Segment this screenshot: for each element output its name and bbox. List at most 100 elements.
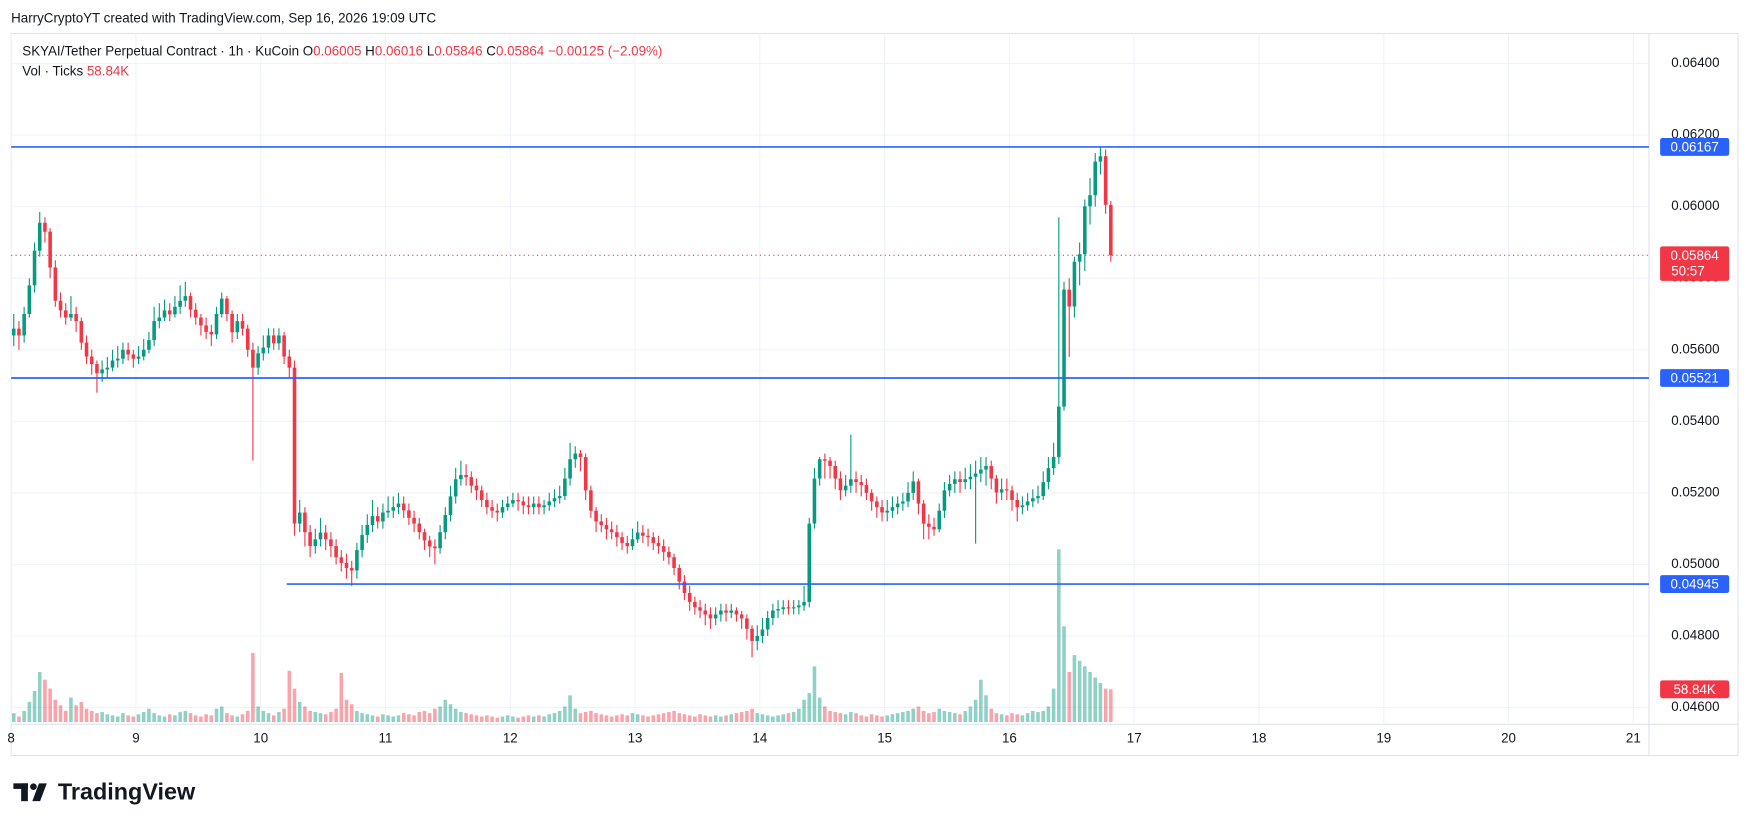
x-tick-label: 12 [503, 730, 518, 745]
candle-body [916, 481, 921, 504]
tradingview-logo: TradingView [13, 779, 196, 805]
candle-body [391, 507, 396, 511]
volume-bar [880, 716, 884, 723]
candle-body [17, 328, 21, 336]
candle-body [719, 610, 723, 615]
candle-body [620, 537, 624, 543]
candle-body [651, 537, 656, 543]
candle-body [875, 501, 879, 508]
candle-body [760, 629, 765, 636]
candle-body [552, 498, 557, 502]
candle-body [157, 317, 162, 322]
volume-bar [1015, 714, 1020, 723]
candle-body [531, 503, 536, 508]
volume-bar [1083, 666, 1087, 723]
candle-body [412, 517, 416, 524]
candle-body [422, 532, 427, 541]
candle-body [1057, 406, 1061, 458]
candle-body [251, 349, 255, 368]
candle-body [318, 532, 323, 540]
volume-bar [204, 714, 208, 723]
volume-bar [407, 714, 411, 723]
candle-body [537, 503, 541, 508]
candle-body [417, 523, 422, 533]
x-tick-label: 9 [132, 730, 139, 745]
volume-bar [1036, 712, 1040, 723]
x-tick-label: 16 [1002, 730, 1017, 745]
logo-shape [13, 783, 28, 789]
legend-change: −0.00125 (−2.09%) [548, 43, 662, 58]
candle-body [786, 607, 791, 609]
volume-bar [854, 713, 858, 723]
legend-line: SKYAI/Tether Perpetual Contract · 1h · K… [22, 43, 662, 58]
legend-line: Vol · Ticks 58.84K [22, 63, 129, 78]
candle-body [147, 340, 151, 350]
candle-body [937, 510, 942, 530]
volume-bar [589, 710, 593, 723]
volume-bar [1072, 655, 1077, 723]
volume-bar [1093, 677, 1098, 723]
volume-bar [583, 712, 588, 723]
candle-body [469, 477, 474, 486]
candle-body [932, 526, 936, 530]
x-tick-label: 8 [7, 730, 14, 745]
volume-bar [162, 716, 167, 723]
volume-bar [615, 715, 619, 723]
candle-body [355, 550, 359, 571]
candle-body [360, 535, 364, 551]
volume-bar [173, 715, 177, 723]
candle-body [963, 479, 968, 483]
volume-bar [464, 713, 468, 723]
candle-body [526, 505, 531, 508]
candle-body [115, 358, 120, 361]
volume-bar [802, 699, 806, 723]
candle-body [703, 610, 708, 615]
candle-body [568, 459, 572, 479]
candles [11, 146, 1113, 658]
volume-bar [391, 716, 396, 723]
volume-bar [604, 715, 609, 723]
volume-bar [719, 716, 723, 723]
level-label: 0.05521 [1670, 371, 1718, 386]
candle-body [95, 364, 99, 374]
level-label: 0.04945 [1670, 577, 1718, 592]
x-tick-label: 11 [379, 730, 393, 745]
volume-bar [308, 710, 312, 723]
volume-bar [27, 702, 32, 723]
candle-body [563, 478, 567, 497]
price-badge [1660, 246, 1730, 281]
volume-bar [131, 716, 136, 723]
candle-body [547, 501, 552, 506]
volume-bar [1025, 713, 1030, 723]
level-badge [1660, 575, 1730, 593]
candle-body [282, 335, 286, 357]
candle-body [604, 525, 609, 530]
volume-badge [1660, 680, 1730, 699]
x-tick-label: 15 [877, 730, 892, 745]
candle-body [193, 309, 198, 318]
volume-bar [765, 715, 770, 723]
candle-body [578, 453, 583, 458]
volume-bar [1103, 688, 1108, 723]
volume-bar [505, 715, 510, 723]
logo-shape [30, 783, 37, 791]
candle-body [63, 310, 68, 318]
volume-bar [578, 713, 583, 723]
volume-bar [963, 710, 968, 723]
volume-bar [823, 706, 827, 723]
volume-bar [1109, 689, 1113, 723]
candle-body [178, 300, 182, 307]
candle-body [69, 313, 73, 318]
candle-body [1067, 289, 1072, 307]
candle-body [453, 479, 458, 497]
candle-body [635, 532, 640, 540]
volume-bar [937, 708, 942, 723]
candle-body [162, 310, 167, 318]
volume-bar [817, 697, 822, 723]
candle-body [490, 507, 494, 511]
volume-bar [557, 710, 562, 723]
volume-bar [500, 716, 505, 723]
volume-bar [516, 717, 520, 723]
candle-body [183, 296, 188, 301]
